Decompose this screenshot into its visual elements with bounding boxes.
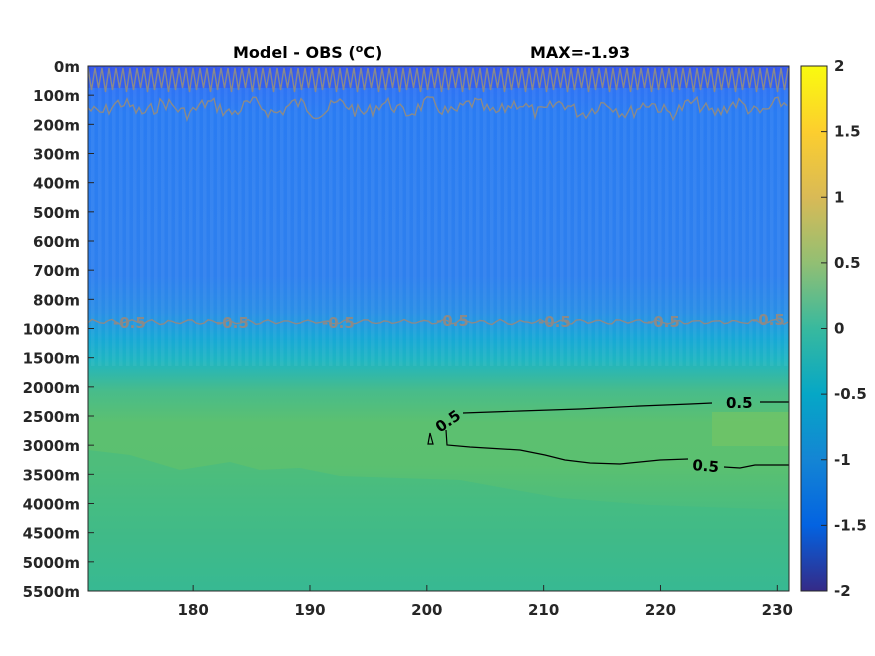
y-tick-label: 5000m xyxy=(23,554,80,572)
y-tick-label: 0m xyxy=(54,58,80,76)
x-tick-label: 180 xyxy=(177,601,208,619)
colorbar-tick-label: 1.5 xyxy=(834,123,861,141)
chart-max-label: MAX=-1.93 xyxy=(530,43,630,62)
y-tick-label: 3000m xyxy=(23,437,80,455)
contour-label: -0.5 xyxy=(538,313,571,331)
contour-200m-line xyxy=(88,95,788,123)
colorbar-tick-label: 0 xyxy=(834,320,844,338)
y-tick-label: 1000m xyxy=(23,321,80,339)
colorbar-tick-label: -0.5 xyxy=(834,385,867,403)
y-tick-label: 100m xyxy=(33,87,80,105)
y-tick-label: 3500m xyxy=(23,466,80,484)
colorbar-tick-label: 1 xyxy=(834,188,844,206)
y-tick-label: 200m xyxy=(33,116,80,134)
colorbar-tick-label: 2 xyxy=(834,57,844,75)
plot-area: -0.5 -0.5 -0.5 -0.5 -0.5 -0.5 -0.5 0.5 0… xyxy=(88,66,789,591)
y-tick-label: 2500m xyxy=(23,408,80,426)
y-tick-label: 700m xyxy=(33,262,80,280)
x-tick-label: 230 xyxy=(762,601,793,619)
contour-1000m-line xyxy=(88,318,789,326)
contour-label: -0.5 xyxy=(647,313,680,331)
deep-left-patch xyxy=(88,450,789,591)
y-tick-label: 4500m xyxy=(23,525,80,543)
contour-label: -0.5 xyxy=(113,314,146,332)
x-axis: 180 190 200 210 220 230 xyxy=(177,585,793,619)
y-tick-label: 600m xyxy=(33,233,80,251)
y-tick-label: 2000m xyxy=(23,379,80,397)
x-tick-label: 200 xyxy=(411,601,442,619)
y-tick-label: 4000m xyxy=(23,496,80,514)
contour-label: -0.5 xyxy=(216,314,249,332)
contour-0.5-line xyxy=(427,401,789,469)
colorbar-tick-label: -1 xyxy=(834,451,851,469)
contour-label: 0.5 xyxy=(726,394,753,412)
y-tick-label: 500m xyxy=(33,204,80,222)
y-axis: 0m 100m 200m 300m 400m 500m 600m 700m 800m 1000m 1… xyxy=(23,58,94,601)
colorbar-tick-label: 0.5 xyxy=(834,254,861,272)
contour-label: -0.5 xyxy=(436,312,469,330)
y-tick-label: 800m xyxy=(33,291,80,309)
warm-patch xyxy=(712,412,789,446)
x-tick-label: 210 xyxy=(528,601,559,619)
chart-title: Model - OBS (oC) xyxy=(233,42,382,62)
colorbar: 2 1.5 1 0.5 0 -0.5 -1 -1.5 -2 xyxy=(800,57,867,600)
colorbar-ticks: 2 1.5 1 0.5 0 -0.5 -1 -1.5 -2 xyxy=(821,57,867,600)
y-tick-label: 5500m xyxy=(23,583,80,601)
y-tick-label: 1500m xyxy=(23,350,80,368)
y-tick-label: 400m xyxy=(33,175,80,193)
title-superscript: o xyxy=(356,42,364,55)
contour-label: -0.5 xyxy=(322,314,355,332)
contour-label: -0.5 xyxy=(752,311,785,329)
x-tick-label: 190 xyxy=(294,601,325,619)
colorbar-tick-label: -2 xyxy=(834,582,851,600)
gray-contour-labels: -0.5 -0.5 -0.5 -0.5 -0.5 -0.5 -0.5 xyxy=(113,311,785,332)
contour-surface-line xyxy=(88,67,789,93)
x-tick-label: 220 xyxy=(645,601,676,619)
contour-label: 0.5 xyxy=(692,456,720,476)
y-tick-label: 300m xyxy=(33,146,80,164)
colorbar-tick-label: -1.5 xyxy=(834,516,867,534)
colorbar-gradient xyxy=(800,65,828,592)
